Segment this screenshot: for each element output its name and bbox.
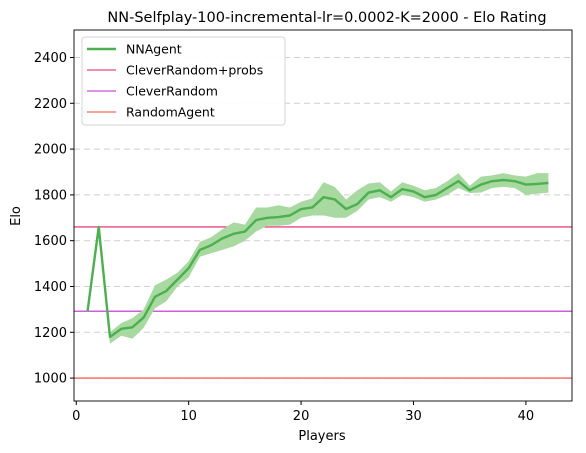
x-tick-label: 0	[72, 409, 80, 424]
x-axis-ticks: 0 10 20 30 40	[72, 401, 534, 424]
legend-entry: NNAgent	[126, 42, 182, 57]
plot-area	[86, 173, 549, 344]
legend-entry: RandomAgent	[126, 105, 215, 120]
y-axis-ticks: 1000 1200 1400 1600 1800 2000 2200 2400	[34, 51, 74, 387]
y-tick-label: 1200	[34, 326, 67, 341]
legend-entry: CleverRandom	[126, 84, 218, 99]
y-tick-label: 2400	[34, 51, 67, 66]
legend: NNAgent CleverRandom+probs CleverRandom Ran…	[81, 36, 286, 126]
y-tick-label: 1000	[34, 372, 67, 387]
x-tick-label: 20	[293, 409, 310, 424]
legend-entry: CleverRandom+probs	[126, 63, 263, 78]
chart-title: NN-Selfplay-100-incremental-lr=0.0002-K=…	[107, 10, 546, 26]
plot-frame	[73, 29, 573, 402]
x-tick-label: 30	[405, 409, 422, 424]
legend-box	[81, 36, 286, 126]
reference-lines	[74, 226, 572, 379]
y-tick-label: 2000	[34, 143, 67, 158]
x-tick-label: 40	[518, 409, 535, 424]
y-axis-label: Elo	[9, 206, 24, 226]
x-tick-label: 10	[180, 409, 197, 424]
confidence-band	[87, 173, 549, 344]
y-tick-label: 1600	[34, 234, 67, 249]
y-tick-label: 1800	[34, 188, 67, 203]
x-axis-label: Players	[298, 429, 345, 444]
y-tick-label: 1400	[34, 280, 67, 295]
series-line-nnagent	[86, 178, 549, 339]
y-tick-label: 2200	[34, 97, 67, 112]
